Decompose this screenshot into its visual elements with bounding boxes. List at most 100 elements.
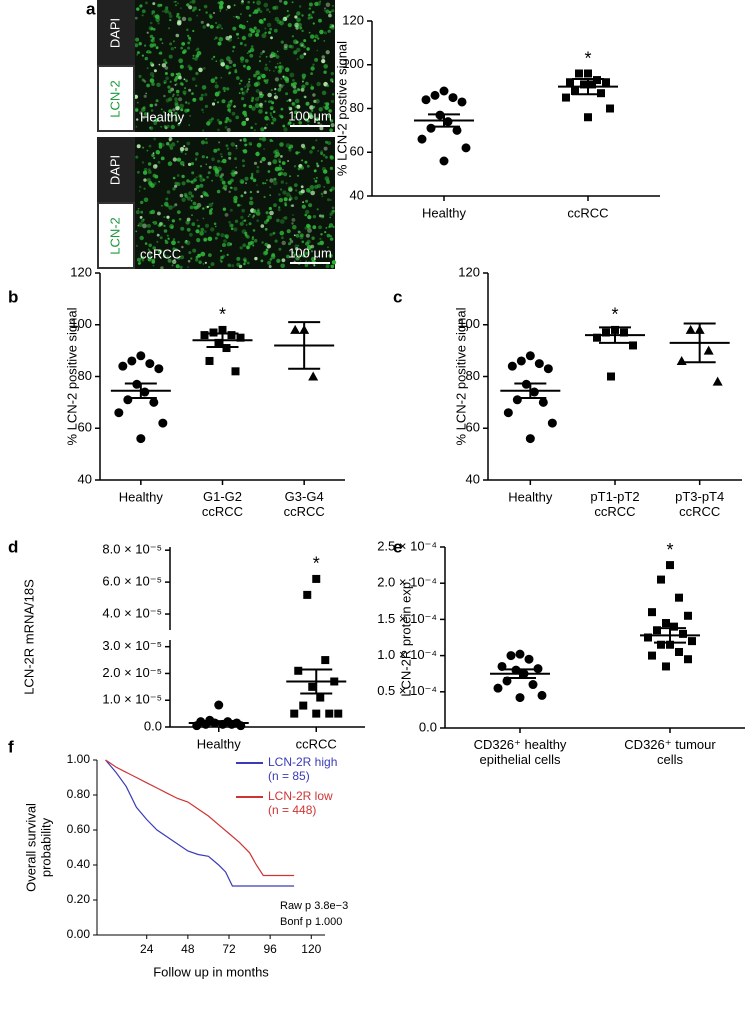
cell-signal xyxy=(278,247,282,251)
cell-signal xyxy=(162,110,165,113)
cell-signal xyxy=(247,241,252,246)
cell-signal xyxy=(166,255,169,258)
y-tick-label: 120 xyxy=(70,264,92,279)
cell-signal xyxy=(169,18,172,22)
cell-signal xyxy=(257,96,260,99)
cell-signal xyxy=(191,0,196,4)
data-point xyxy=(676,355,687,365)
cell-signal xyxy=(288,14,291,17)
data-point xyxy=(606,104,614,113)
cell-signal xyxy=(265,111,268,115)
cell-signal xyxy=(325,9,330,14)
cell-signal xyxy=(205,141,208,145)
cell-signal xyxy=(242,243,247,248)
cell-signal xyxy=(157,152,160,155)
cell-signal xyxy=(248,14,252,17)
data-point xyxy=(430,90,440,100)
cell-signal xyxy=(325,50,330,55)
data-point xyxy=(657,575,665,584)
cell-signal xyxy=(166,124,170,128)
cell-signal xyxy=(231,111,236,116)
cell-signal xyxy=(229,208,233,212)
y-axis-label: LCN-2R protein exp. xyxy=(398,578,413,697)
cell-signal xyxy=(242,149,245,152)
cell-signal xyxy=(192,29,195,33)
x-tick-label: Healthy xyxy=(422,205,467,220)
cell-signal xyxy=(192,54,195,57)
cell-signal xyxy=(191,171,195,175)
y-tick-label: 6.0 × 10⁻⁵ xyxy=(102,574,162,589)
cell-signal xyxy=(288,44,292,49)
cell-signal xyxy=(151,258,156,263)
cell-signal xyxy=(179,146,185,152)
cell-signal xyxy=(242,257,248,262)
cell-signal xyxy=(225,65,229,69)
cell-signal xyxy=(250,33,253,36)
cell-signal xyxy=(310,72,313,75)
cell-signal xyxy=(201,108,204,112)
cell-signal xyxy=(318,107,323,112)
stain-label: LCN-2 xyxy=(107,217,122,255)
cell-signal xyxy=(175,73,178,75)
cell-signal xyxy=(180,108,184,112)
cell-signal xyxy=(244,143,248,147)
data-point xyxy=(290,709,299,718)
cell-signal xyxy=(298,191,302,194)
cell-signal xyxy=(283,127,288,132)
cell-signal xyxy=(273,177,277,181)
y-tick-label: 100 xyxy=(458,316,480,331)
data-point xyxy=(145,359,155,369)
cell-signal xyxy=(192,97,197,102)
cell-signal xyxy=(209,212,212,215)
y-tick-label: 0.00 xyxy=(67,927,91,941)
cell-signal xyxy=(179,64,184,69)
cell-signal xyxy=(262,251,268,256)
cell-signal xyxy=(260,20,265,25)
data-point xyxy=(566,78,574,87)
cell-signal xyxy=(163,224,166,228)
cell-signal xyxy=(327,198,330,202)
significance-marker: * xyxy=(313,554,320,574)
cell-signal xyxy=(177,2,179,5)
cell-signal xyxy=(324,176,330,181)
cell-signal xyxy=(287,186,293,191)
cell-signal xyxy=(184,240,188,244)
x-tick-label: pT3-pT4 ccRCC xyxy=(675,489,724,519)
cell-signal xyxy=(323,40,326,42)
cell-signal xyxy=(142,170,148,175)
cell-signal xyxy=(186,141,191,146)
cell-signal xyxy=(167,89,172,94)
data-point xyxy=(533,664,543,674)
cell-signal xyxy=(188,162,192,166)
cell-signal xyxy=(187,259,191,263)
cell-signal xyxy=(300,88,305,92)
cell-signal xyxy=(148,168,151,171)
cell-signal xyxy=(195,176,198,179)
cell-signal xyxy=(305,199,309,203)
data-point xyxy=(209,328,218,337)
cell-signal xyxy=(265,55,268,58)
cell-signal xyxy=(135,210,140,215)
cell-signal xyxy=(300,166,304,170)
cell-signal xyxy=(144,44,147,47)
cell-signal xyxy=(299,26,303,30)
cell-signal xyxy=(267,260,272,265)
cell-signal xyxy=(185,240,191,246)
cell-signal xyxy=(159,38,163,41)
cell-signal xyxy=(319,240,325,246)
cell-signal xyxy=(266,218,270,222)
cell-signal xyxy=(217,148,220,151)
cell-signal xyxy=(284,201,287,205)
data-point xyxy=(644,633,652,642)
cell-signal xyxy=(135,37,140,42)
cell-signal xyxy=(170,225,174,229)
data-point xyxy=(461,143,471,153)
cell-signal xyxy=(219,6,223,10)
cell-signal xyxy=(159,51,163,55)
data-point xyxy=(597,89,605,98)
cell-signal xyxy=(160,125,163,128)
cell-signal xyxy=(271,101,275,105)
data-point xyxy=(417,134,427,144)
y-tick-label: 40 xyxy=(78,471,92,486)
cell-signal xyxy=(245,5,250,10)
